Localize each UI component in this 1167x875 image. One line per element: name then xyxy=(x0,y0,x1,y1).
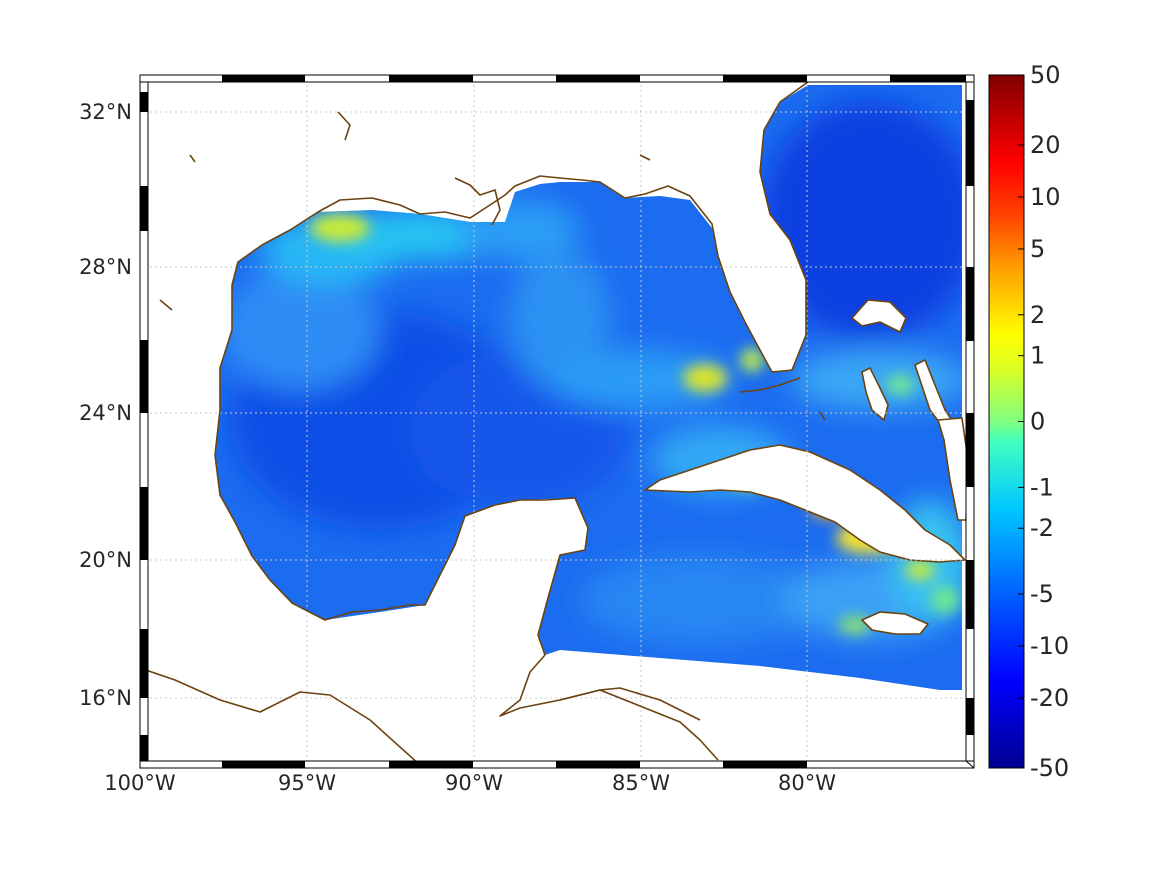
mexico-gulf-coast xyxy=(214,285,589,656)
lat-tick-label: 24°N xyxy=(79,401,132,425)
lon-axis: 100°W 95°W 90°W 85°W 80°W xyxy=(104,771,836,795)
map-frame xyxy=(139,74,975,769)
lat-tick-label: 16°N xyxy=(79,686,132,710)
florida-keys xyxy=(739,377,826,421)
colorbar-tick-label: -10 xyxy=(1030,632,1069,660)
colorbar-tick-label: 2 xyxy=(1030,301,1045,329)
jamaica-island xyxy=(861,611,929,635)
gulf-coast xyxy=(231,82,810,373)
central-america-coast xyxy=(148,669,417,761)
lat-tick-label: 28°N xyxy=(79,255,132,279)
colorbar-tick-label: 50 xyxy=(1030,61,1061,89)
colorbar-tick-label: -5 xyxy=(1030,580,1054,608)
hispaniola-west xyxy=(937,417,966,521)
colorbar-tick-label: 10 xyxy=(1030,183,1061,211)
colorbar-tick-label: 0 xyxy=(1030,408,1045,436)
colorbar-tick-label: -1 xyxy=(1030,473,1054,501)
data-field xyxy=(215,85,966,690)
colorbar-tick-label: 1 xyxy=(1030,342,1045,370)
lon-tick-label: 100°W xyxy=(104,771,176,795)
colorbar-tick-label: -2 xyxy=(1030,514,1054,542)
colorbar-tick-label: -20 xyxy=(1030,684,1069,712)
lat-axis: 32°N 28°N 24°N 20°N 16°N xyxy=(79,100,132,710)
louisiana-inlets xyxy=(159,111,651,311)
cuba-island xyxy=(644,444,966,563)
lat-tick-label: 20°N xyxy=(79,548,132,572)
bahamas-island-north xyxy=(851,299,907,333)
lon-tick-label: 90°W xyxy=(445,771,503,795)
honduras-coast xyxy=(559,687,701,721)
yucatan-east-coast xyxy=(499,654,719,761)
colorbar-tick-label: -50 xyxy=(1030,754,1069,782)
lon-tick-label: 80°W xyxy=(778,771,836,795)
lon-tick-label: 85°W xyxy=(612,771,670,795)
coastlines xyxy=(148,82,826,761)
colorbar-tick-label: 5 xyxy=(1030,235,1045,263)
colorbar-tick-label: 20 xyxy=(1030,131,1061,159)
lat-tick-label: 32°N xyxy=(79,100,132,124)
graticule xyxy=(148,82,966,761)
lon-tick-label: 95°W xyxy=(278,771,336,795)
